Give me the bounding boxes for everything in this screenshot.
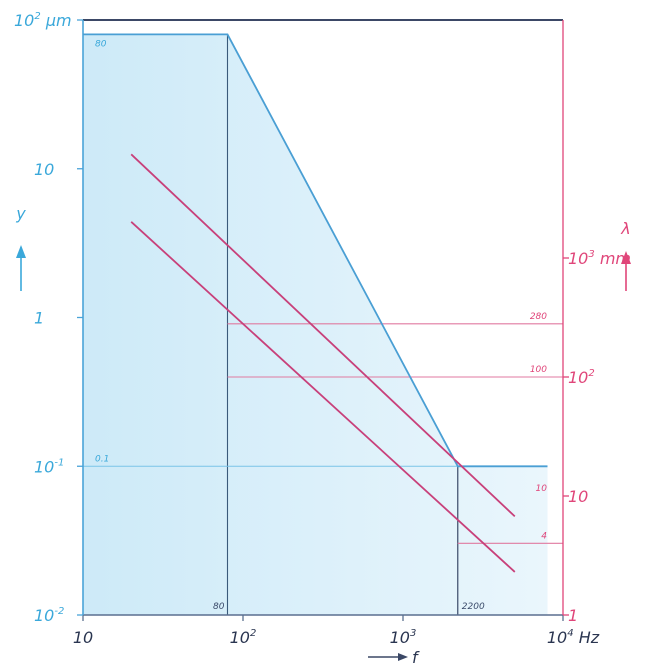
x-tick-label-0: 10 [73,628,93,647]
left-tick-label-4: 10-2 [34,606,64,625]
right-tick-label-0: 103 mm [568,249,631,268]
left-tick-label-1: 10 [34,160,54,179]
annotation-4: 280 [530,312,547,322]
left-tick-label-0: 102 µm [14,11,72,30]
annotation-5: 100 [530,365,547,375]
x-tick-label-2: 103 [390,628,417,647]
right-axis-arrow-head [621,251,631,264]
annotation-0: 80 [95,39,107,49]
series-line-0 [83,33,548,468]
x-tick-label-3: 104 Hz [547,628,600,647]
series-line-1 [130,153,516,518]
x-tick-label-1: 102 [230,628,257,647]
x-axis-label: f [412,648,420,667]
annotation-6: 10 [536,484,548,494]
annotation-2: 80 [213,602,225,612]
left-tick-label-2: 1 [34,309,44,328]
right-axis-label: λ [620,219,630,238]
x-axis-arrow-head [398,653,408,661]
left-tick-label-3: 10-1 [34,457,64,476]
shaded-area [83,34,548,615]
annotation-7: 4 [541,531,547,541]
annotation-3: 2200 [462,602,485,612]
annotation-1: 0.1 [95,454,109,464]
right-tick-label-2: 10 [568,487,588,506]
left-axis-label: y [15,204,26,223]
right-tick-label-3: 1 [568,606,578,625]
right-tick-label-1: 102 [568,368,595,387]
series-line-2 [130,221,516,573]
left-axis-arrow-head [16,245,26,258]
